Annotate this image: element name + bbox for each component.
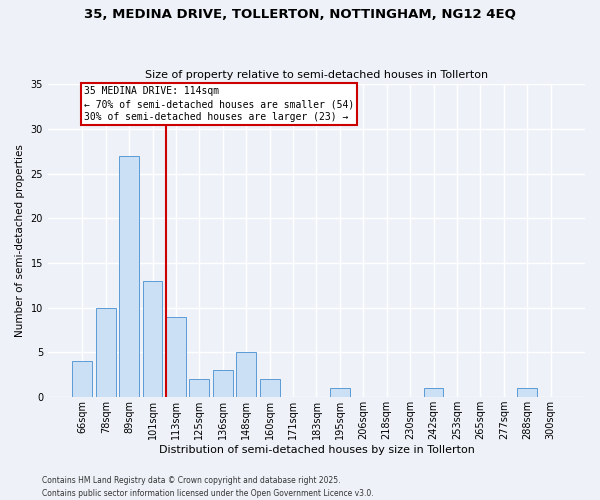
Bar — [143, 281, 163, 397]
Text: 35, MEDINA DRIVE, TOLLERTON, NOTTINGHAM, NG12 4EQ: 35, MEDINA DRIVE, TOLLERTON, NOTTINGHAM,… — [84, 8, 516, 20]
Y-axis label: Number of semi-detached properties: Number of semi-detached properties — [15, 144, 25, 337]
Bar — [236, 352, 256, 397]
Text: 35 MEDINA DRIVE: 114sqm
← 70% of semi-detached houses are smaller (54)
30% of se: 35 MEDINA DRIVE: 114sqm ← 70% of semi-de… — [84, 86, 354, 122]
Bar — [260, 380, 280, 397]
Bar — [213, 370, 233, 397]
Title: Size of property relative to semi-detached houses in Tollerton: Size of property relative to semi-detach… — [145, 70, 488, 81]
Bar — [190, 380, 209, 397]
Bar — [424, 388, 443, 397]
Bar — [96, 308, 116, 397]
Bar — [517, 388, 537, 397]
Text: Contains HM Land Registry data © Crown copyright and database right 2025.
Contai: Contains HM Land Registry data © Crown c… — [42, 476, 374, 498]
Bar — [119, 156, 139, 397]
Bar — [166, 316, 186, 397]
Bar — [330, 388, 350, 397]
Bar — [73, 362, 92, 397]
X-axis label: Distribution of semi-detached houses by size in Tollerton: Distribution of semi-detached houses by … — [158, 445, 475, 455]
